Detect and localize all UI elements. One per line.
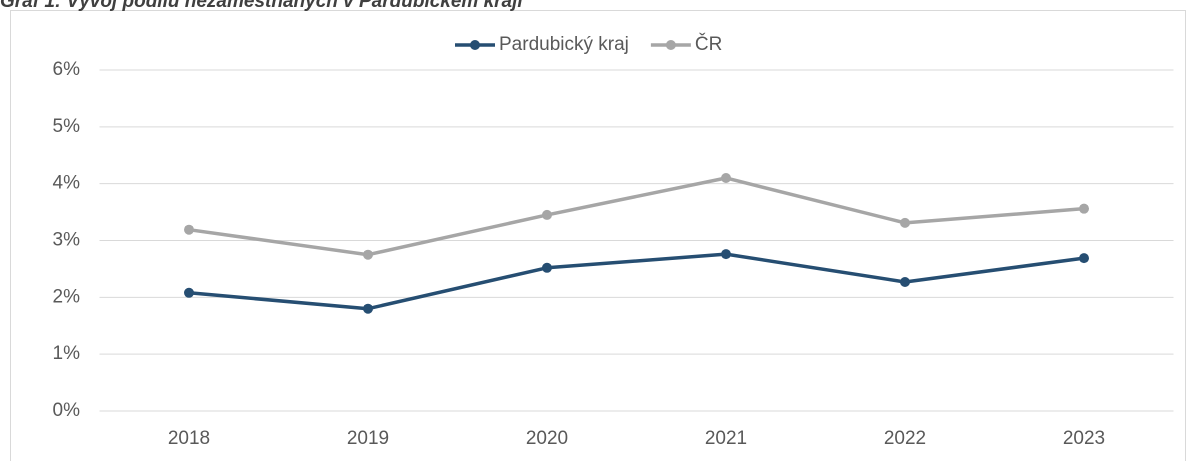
y-tick-label: 0%	[53, 400, 81, 421]
series-line	[188, 252, 1085, 311]
x-tick-label: 2021	[705, 428, 747, 449]
data-point	[363, 249, 373, 260]
series-line	[188, 176, 1085, 257]
y-tick-label: 6%	[53, 59, 81, 80]
data-point	[184, 224, 194, 235]
x-tick-label: 2018	[168, 428, 210, 449]
data-point	[184, 287, 194, 298]
data-point	[900, 276, 910, 287]
data-point	[542, 209, 552, 220]
legend-marker	[665, 40, 676, 50]
legend-label: ČR	[695, 33, 722, 55]
legend-label: Pardubický kraj	[499, 34, 629, 55]
legend-marker	[470, 40, 480, 50]
y-tick-label: 2%	[53, 286, 81, 307]
y-tick-label: 4%	[53, 173, 81, 194]
x-tick-label: 2023	[1063, 428, 1105, 449]
data-point	[1079, 203, 1089, 214]
chart-title: Graf 1: Vývoj podílu nezaměstnaných v Pa…	[0, 0, 523, 12]
x-tick-label: 2020	[526, 428, 568, 449]
x-tick-label: 2022	[884, 428, 926, 449]
data-point	[721, 249, 731, 260]
y-tick-label: 3%	[53, 230, 81, 251]
y-tick-label: 5%	[53, 116, 81, 137]
data-point	[721, 172, 731, 183]
y-tick-label: 1%	[53, 343, 81, 364]
data-point	[900, 217, 910, 228]
data-point	[1079, 253, 1089, 264]
chart-frame	[10, 10, 1186, 461]
x-tick-label: 2019	[347, 428, 389, 449]
data-point	[542, 262, 552, 273]
data-point	[363, 303, 373, 314]
